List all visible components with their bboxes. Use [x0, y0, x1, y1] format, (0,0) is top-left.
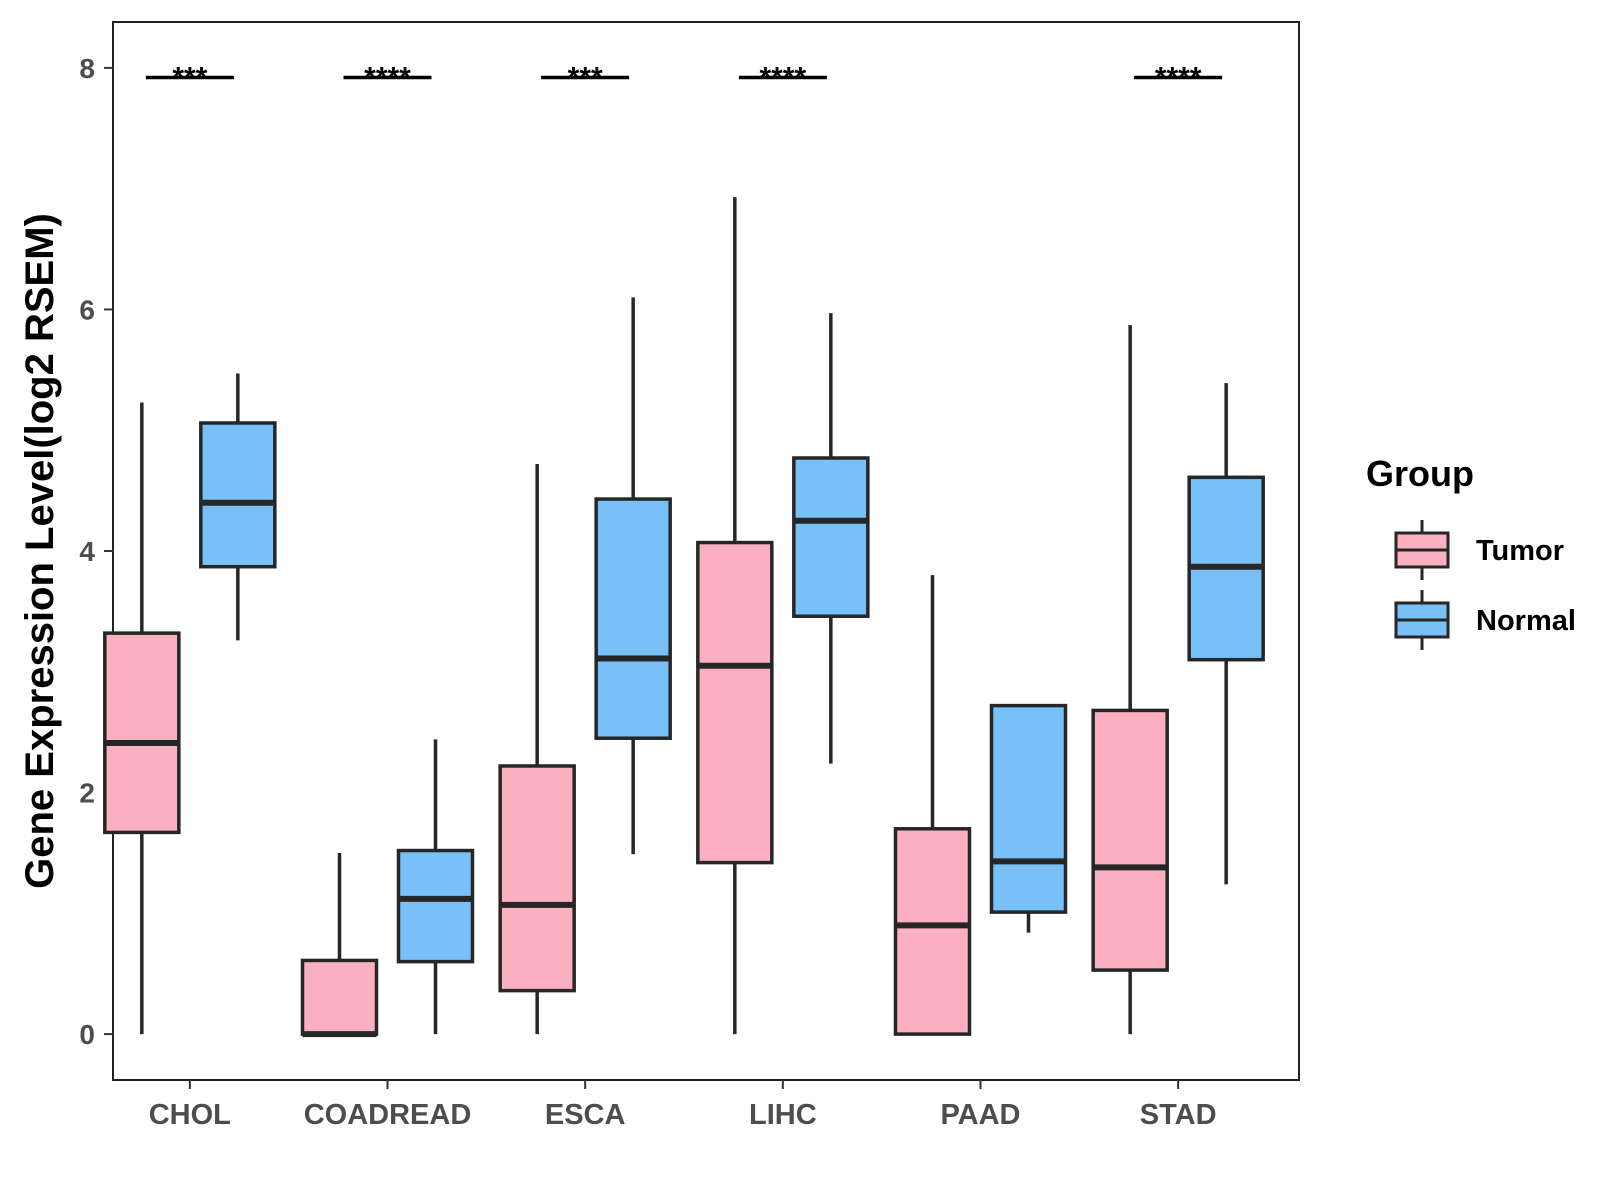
box-body — [989, 703, 1068, 914]
box-paad-normal — [989, 703, 1068, 933]
x-tick-label-chol: CHOL — [149, 1099, 231, 1131]
box-esca-normal — [594, 297, 672, 855]
box-body — [594, 497, 672, 740]
y-tick-label: 2 — [79, 778, 95, 809]
x-tick-label-lihc: LIHC — [749, 1099, 817, 1131]
x-axis: CHOL COADREAD ESCA LIHC PAAD STAD — [149, 1080, 1217, 1131]
box-paad-tumor — [893, 575, 972, 1036]
boxplot-series — [103, 197, 1265, 1038]
box-body — [300, 958, 379, 1036]
box-body — [792, 456, 870, 618]
box-lihc-tumor — [696, 197, 774, 1035]
significance-label: **** — [1155, 62, 1202, 95]
x-tick-label-esca: ESCA — [545, 1099, 626, 1131]
box-body — [199, 421, 277, 569]
box-body — [103, 631, 181, 835]
significance-label: *** — [568, 62, 603, 95]
significance-label: *** — [172, 62, 207, 95]
y-tick-label: 8 — [79, 53, 95, 84]
box-lihc-normal — [792, 313, 870, 764]
legend-item-tumor: Tumor — [1394, 520, 1564, 580]
x-tick-label-stad: STAD — [1140, 1099, 1217, 1131]
legend-item-normal: Normal — [1394, 590, 1576, 650]
y-tick-label: 6 — [79, 294, 95, 325]
box-stad-tumor — [1091, 325, 1169, 1035]
box-chol-tumor — [103, 402, 181, 1035]
legend-title: Group — [1366, 453, 1474, 494]
legend: Group Tumor Normal — [1366, 453, 1576, 650]
y-tick-label: 4 — [79, 536, 95, 567]
box-body — [1091, 708, 1169, 972]
legend-label: Tumor — [1476, 535, 1564, 567]
box-coadread-tumor — [300, 852, 379, 1038]
significance-label: **** — [364, 62, 411, 95]
box-coadread-normal — [396, 739, 475, 1035]
y-tick-label: 0 — [79, 1019, 95, 1050]
box-stad-normal — [1187, 383, 1265, 885]
y-axis: 0 2 4 6 8 — [79, 53, 113, 1050]
box-body — [498, 764, 576, 993]
significance-label: **** — [759, 62, 806, 95]
x-tick-label-coadread: COADREAD — [304, 1099, 472, 1131]
y-axis-title: Gene Expression Level(log2 RSEM) — [18, 213, 62, 889]
significance-annotations: *** **** *** **** **** — [145, 62, 1223, 95]
box-chol-normal — [199, 373, 277, 641]
box-body — [893, 827, 972, 1036]
legend-label: Normal — [1476, 605, 1576, 637]
box-body — [396, 848, 475, 964]
x-tick-label-paad: PAAD — [940, 1099, 1020, 1131]
box-body — [696, 540, 774, 865]
box-esca-tumor — [498, 464, 576, 1035]
